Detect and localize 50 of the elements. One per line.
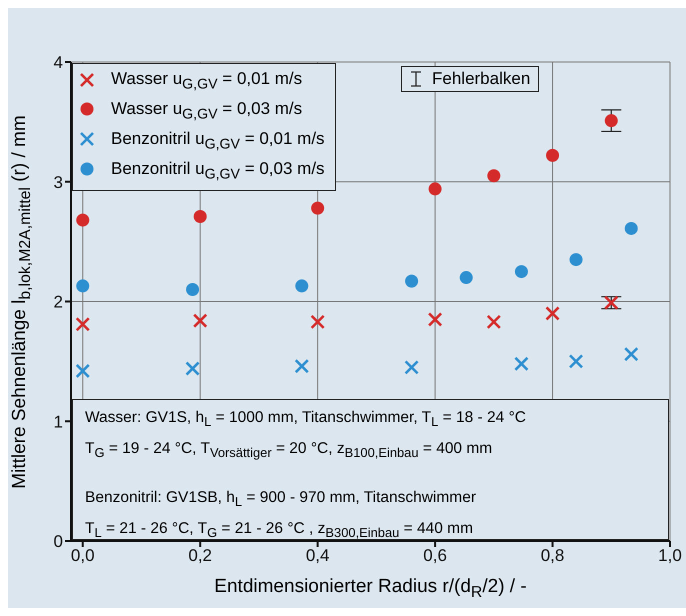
- point: [568, 354, 584, 369]
- point: [486, 314, 502, 330]
- x-tick-label: 0,0: [70, 546, 95, 566]
- y-tick-label: 4: [54, 53, 63, 72]
- point: [624, 222, 638, 235]
- point: [194, 210, 207, 223]
- point: [185, 361, 200, 376]
- point: [514, 265, 528, 278]
- point: [570, 253, 583, 266]
- y-tick-label: 1: [54, 412, 63, 432]
- point: [186, 283, 200, 296]
- point: [404, 360, 419, 375]
- point: [192, 313, 208, 328]
- x-tick-label: 0,6: [423, 546, 447, 566]
- point: [76, 279, 90, 292]
- point: [311, 202, 324, 215]
- point: [514, 356, 529, 372]
- y-tick-label: 3: [54, 172, 63, 192]
- y-tick-label: 0: [54, 532, 63, 552]
- point: [487, 169, 500, 182]
- point: [295, 279, 308, 292]
- point: [460, 271, 473, 284]
- point: [546, 148, 560, 162]
- legend-label: Benzonitril u$_{G,GV}$ = 0,01 m/s: [111, 128, 325, 152]
- annotation: T$_{G}$ = 19 - 24 °C, T$_{Vorsättiger}$ = 20 °C, z$_{B100,Einbau}$ = 400 mm: [85, 439, 494, 462]
- point: [604, 295, 619, 310]
- annotation: T$_{L}$ = 21 - 26 °C, T$_{G}$ = 21 - 26 °C , z$_{B300,Einbau}$ = 440 mm: [85, 519, 474, 542]
- annotation: Wasser: GV1S, h$_{L}$ = 1000 mm, Titanschwimmer, T$_{L}$ = 18 - 24 °C: [85, 408, 527, 432]
- point: [310, 314, 325, 330]
- point: [604, 114, 618, 128]
- point: [545, 306, 560, 321]
- legend-label: Benzonitril u$_{G,GV}$ = 0,03 m/s: [111, 158, 325, 182]
- x-tick-label: 0,2: [188, 546, 212, 566]
- y-tick-label: 2: [54, 292, 63, 312]
- x-tick-label: 0,8: [540, 546, 564, 566]
- point: [75, 316, 90, 332]
- x-tick-label: 1,0: [658, 546, 682, 566]
- legend-label: Wasser u$_{G,GV}$ = 0,03 m/s: [111, 98, 302, 122]
- point: [428, 312, 442, 327]
- annotation: Fehlerbalken: [432, 69, 530, 89]
- point: [76, 214, 90, 227]
- point: [405, 274, 418, 288]
- legend-label: Wasser u$_{G,GV}$ = 0,01 m/s: [111, 69, 302, 92]
- x-tick-label: 0,4: [306, 546, 330, 566]
- annotation: Benzonitril: GV1SB, h$_{L}$ = 900 - 970 mm, Titanschwimmer: [85, 488, 477, 512]
- x-axis-title: Entdimensionierter Radius r/(d$_{R}$/2) / -: [213, 576, 528, 602]
- point: [75, 364, 90, 378]
- point: [294, 358, 310, 374]
- point: [428, 182, 442, 196]
- point: [624, 346, 639, 362]
